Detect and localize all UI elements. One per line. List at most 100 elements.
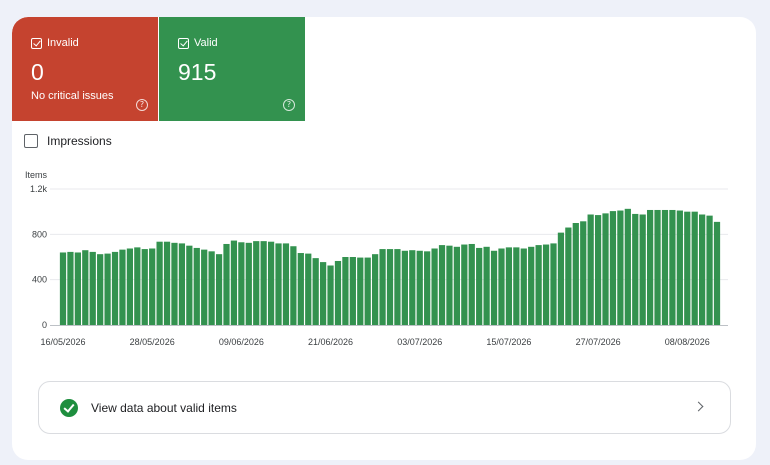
chart-bar bbox=[253, 241, 260, 325]
chart-bar bbox=[282, 243, 290, 325]
impressions-checkbox[interactable] bbox=[24, 134, 38, 148]
chart-bar bbox=[476, 247, 483, 325]
x-tick-label: 28/05/2026 bbox=[130, 337, 175, 347]
valid-tile[interactable]: Valid 915 ? bbox=[159, 17, 305, 121]
check-circle-icon bbox=[60, 398, 78, 417]
x-tick-label: 15/07/2026 bbox=[486, 337, 531, 347]
chart-bar bbox=[565, 227, 572, 325]
y-tick-label: 1.2k bbox=[30, 184, 48, 194]
chart-bar bbox=[186, 245, 193, 325]
help-icon[interactable]: ? bbox=[136, 99, 148, 111]
chart-bar bbox=[111, 251, 119, 325]
chart-bar bbox=[453, 246, 460, 325]
help-icon[interactable]: ? bbox=[283, 99, 295, 111]
chart-bar bbox=[97, 254, 104, 325]
chart-bar bbox=[290, 246, 297, 325]
chart-bar bbox=[713, 221, 721, 325]
view-valid-items-label: View data about valid items bbox=[91, 400, 237, 415]
chart-bar bbox=[386, 249, 394, 325]
chart-bar bbox=[119, 249, 126, 325]
chart-bar bbox=[691, 211, 698, 325]
chart-bar bbox=[609, 211, 617, 325]
y-axis-label: Items bbox=[25, 170, 48, 180]
chart-bar bbox=[550, 243, 557, 325]
chart-bar bbox=[401, 250, 408, 325]
invalid-tile[interactable]: Invalid 0 No critical issues ? bbox=[12, 17, 158, 121]
chevron-right-icon bbox=[693, 401, 704, 412]
invalid-label: Invalid bbox=[47, 37, 79, 49]
chart-bar bbox=[699, 214, 706, 325]
chart-bar bbox=[669, 209, 676, 325]
chart-bar bbox=[646, 209, 654, 325]
chart-bar bbox=[327, 265, 334, 325]
impressions-toggle[interactable]: Impressions bbox=[24, 134, 112, 148]
chart-bars bbox=[59, 208, 721, 325]
chart-bar bbox=[230, 240, 238, 325]
chart-bar bbox=[260, 241, 267, 325]
chart-bar bbox=[163, 241, 171, 325]
chart-bar bbox=[602, 213, 609, 325]
chart-bar bbox=[468, 243, 475, 325]
chart-bar bbox=[82, 250, 89, 325]
valid-tile-header: Valid bbox=[178, 37, 218, 49]
y-tick-label: 0 bbox=[42, 320, 47, 330]
chart-bar bbox=[201, 249, 208, 325]
chart-bar bbox=[372, 254, 379, 325]
chart-bar bbox=[535, 245, 542, 325]
invalid-subtitle: No critical issues bbox=[31, 90, 114, 102]
x-tick-label: 03/07/2026 bbox=[397, 337, 442, 347]
chart-bar bbox=[178, 243, 186, 325]
chart-bar bbox=[394, 249, 401, 325]
chart-bar bbox=[542, 244, 550, 325]
checkbox-checked-icon[interactable] bbox=[31, 37, 42, 49]
chart-bar bbox=[364, 257, 371, 325]
chart-bar bbox=[505, 247, 513, 325]
x-tick-label: 21/06/2026 bbox=[308, 337, 353, 347]
chart-bar bbox=[490, 250, 498, 325]
chart-bar bbox=[461, 244, 468, 325]
chart-bar bbox=[342, 257, 349, 325]
impressions-label: Impressions bbox=[47, 134, 112, 148]
chart-bar bbox=[267, 241, 275, 325]
chart-bar bbox=[557, 232, 565, 325]
chart-bar bbox=[572, 223, 579, 325]
chart-bar bbox=[141, 249, 148, 325]
chart-bar bbox=[334, 260, 342, 325]
view-valid-items-button[interactable]: View data about valid items bbox=[38, 381, 731, 434]
chart-bar bbox=[208, 251, 215, 325]
chart-bar bbox=[446, 245, 453, 325]
chart-bar bbox=[639, 214, 646, 325]
chart-bar bbox=[706, 215, 713, 325]
chart-bar bbox=[305, 253, 312, 325]
chart-bar bbox=[312, 258, 319, 325]
chart-bar bbox=[126, 248, 134, 325]
x-tick-label: 09/06/2026 bbox=[219, 337, 264, 347]
invalid-tile-header: Invalid bbox=[31, 37, 79, 49]
chart-bar bbox=[513, 247, 520, 325]
y-tick-label: 400 bbox=[32, 275, 47, 285]
chart-bar bbox=[193, 247, 200, 325]
chart-bar bbox=[275, 243, 282, 325]
coverage-card: Invalid 0 No critical issues ? Valid 915… bbox=[12, 17, 756, 460]
chart-bar bbox=[424, 251, 431, 325]
chart-bar bbox=[134, 247, 141, 325]
checkbox-checked-icon[interactable] bbox=[178, 37, 189, 49]
chart-bar bbox=[684, 211, 691, 325]
chart-bar bbox=[661, 209, 669, 325]
chart-bar bbox=[431, 248, 438, 325]
chart-bar bbox=[245, 242, 252, 325]
chart-bar bbox=[624, 208, 631, 325]
chart-bar bbox=[379, 249, 386, 325]
chart-bar bbox=[416, 250, 423, 325]
chart-bar bbox=[520, 248, 527, 325]
chart-bar bbox=[156, 241, 163, 325]
chart-bar bbox=[319, 262, 327, 325]
chart-bar bbox=[59, 252, 67, 325]
chart-bar bbox=[676, 210, 683, 325]
x-tick-label: 08/08/2026 bbox=[665, 337, 710, 347]
chart-bar bbox=[349, 257, 356, 325]
chart-bar bbox=[587, 214, 594, 325]
chart-bar bbox=[438, 245, 446, 325]
chart-axes: Items 0 400 800 1.2k 16/05/2026 28/05/2026 09/0… bbox=[25, 170, 728, 347]
chart-bar bbox=[104, 253, 111, 325]
